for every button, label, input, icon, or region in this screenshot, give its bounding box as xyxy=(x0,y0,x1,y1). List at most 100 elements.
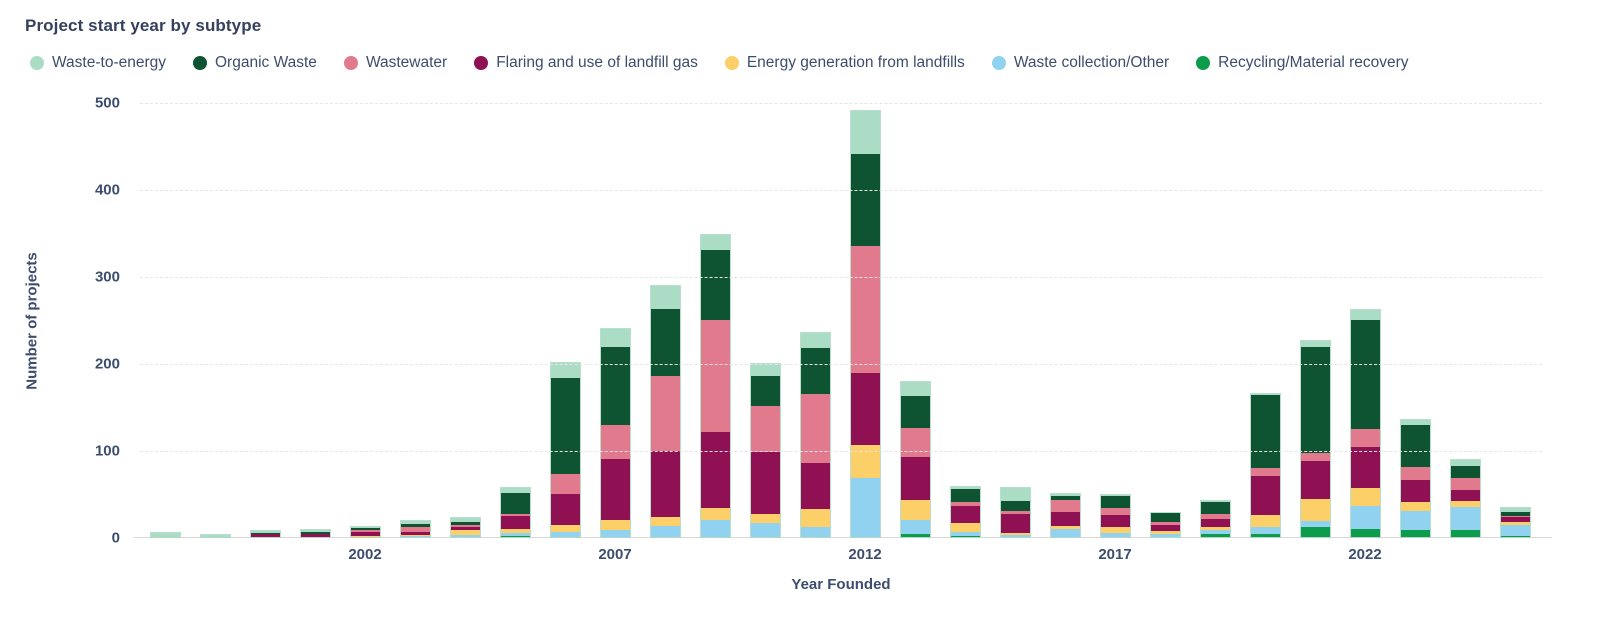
segment-2003-flaring-and-use-of-landfill-gas[interactable] xyxy=(400,531,430,536)
segment-2020-energy-generation-from-landfills[interactable] xyxy=(1250,515,1280,527)
segment-2009-organic-waste[interactable] xyxy=(700,249,730,320)
segment-2002-wastewater[interactable] xyxy=(350,530,380,532)
bar-2001[interactable] xyxy=(299,529,331,538)
segment-2009-waste-collection-other[interactable] xyxy=(700,520,730,537)
bar-2019[interactable] xyxy=(1199,499,1231,538)
segment-2006-organic-waste[interactable] xyxy=(550,377,580,475)
bar-2021[interactable] xyxy=(1299,340,1331,538)
segment-2013-waste-to-energy[interactable] xyxy=(900,382,930,397)
segment-2023-waste-to-energy[interactable] xyxy=(1400,419,1430,425)
segment-2013-energy-generation-from-landfills[interactable] xyxy=(900,500,930,520)
segment-2024-organic-waste[interactable] xyxy=(1450,465,1480,478)
segment-2006-flaring-and-use-of-landfill-gas[interactable] xyxy=(550,493,580,525)
segment-2008-flaring-and-use-of-landfill-gas[interactable] xyxy=(650,450,680,518)
bar-2006[interactable] xyxy=(549,362,581,538)
segment-2015-waste-to-energy[interactable] xyxy=(1000,488,1030,502)
segment-2012-waste-to-energy[interactable] xyxy=(850,110,880,155)
segment-2009-wastewater[interactable] xyxy=(700,319,730,432)
segment-2011-wastewater[interactable] xyxy=(800,394,830,464)
segment-2017-organic-waste[interactable] xyxy=(1100,496,1130,509)
segment-2013-recycling-material-recovery[interactable] xyxy=(900,534,930,537)
segment-2017-flaring-and-use-of-landfill-gas[interactable] xyxy=(1100,515,1130,528)
segment-2011-energy-generation-from-landfills[interactable] xyxy=(800,509,830,527)
segment-2021-organic-waste[interactable] xyxy=(1300,346,1330,453)
segment-2013-organic-waste[interactable] xyxy=(900,396,930,429)
segment-2015-waste-collection-other[interactable] xyxy=(1000,535,1030,537)
segment-2015-flaring-and-use-of-landfill-gas[interactable] xyxy=(1000,514,1030,533)
bar-1998[interactable] xyxy=(149,531,181,538)
segment-2005-waste-collection-other[interactable] xyxy=(500,532,530,537)
segment-2020-waste-to-energy[interactable] xyxy=(1250,393,1280,396)
segment-2019-organic-waste[interactable] xyxy=(1200,502,1230,514)
segment-2019-recycling-material-recovery[interactable] xyxy=(1200,534,1230,537)
bar-2004[interactable] xyxy=(449,516,481,538)
segment-2014-waste-collection-other[interactable] xyxy=(950,531,980,537)
segment-2013-wastewater[interactable] xyxy=(900,428,930,457)
segment-2006-waste-to-energy[interactable] xyxy=(550,363,580,378)
segment-2014-recycling-material-recovery[interactable] xyxy=(950,536,980,537)
segment-2001-waste-to-energy[interactable] xyxy=(300,530,330,532)
segment-2003-waste-collection-other[interactable] xyxy=(400,536,430,537)
segment-2012-waste-collection-other[interactable] xyxy=(850,477,880,537)
segment-2012-energy-generation-from-landfills[interactable] xyxy=(850,444,880,478)
segment-2017-waste-collection-other[interactable] xyxy=(1100,532,1130,537)
segment-2025-organic-waste[interactable] xyxy=(1500,511,1530,517)
segment-2024-wastewater[interactable] xyxy=(1450,477,1480,491)
segment-2007-organic-waste[interactable] xyxy=(600,346,630,425)
legend-item-recycling-material-recovery[interactable]: Recycling/Material recovery xyxy=(1196,54,1409,72)
segment-2018-organic-waste[interactable] xyxy=(1150,512,1180,523)
segment-2018-energy-generation-from-landfills[interactable] xyxy=(1150,530,1180,535)
segment-2020-flaring-and-use-of-landfill-gas[interactable] xyxy=(1250,476,1280,516)
segment-2025-energy-generation-from-landfills[interactable] xyxy=(1500,522,1530,525)
segment-2012-wastewater[interactable] xyxy=(850,246,880,373)
segment-2014-organic-waste[interactable] xyxy=(950,489,980,503)
segment-2016-waste-collection-other[interactable] xyxy=(1050,529,1080,537)
segment-2006-energy-generation-from-landfills[interactable] xyxy=(550,524,580,532)
legend-item-waste-to-energy[interactable]: Waste-to-energy xyxy=(30,54,166,72)
segment-2005-flaring-and-use-of-landfill-gas[interactable] xyxy=(500,516,530,530)
bar-2012[interactable] xyxy=(849,109,881,538)
segment-2021-recycling-material-recovery[interactable] xyxy=(1300,526,1330,537)
segment-2016-flaring-and-use-of-landfill-gas[interactable] xyxy=(1050,511,1080,526)
segment-2002-flaring-and-use-of-landfill-gas[interactable] xyxy=(350,531,380,537)
bar-2013[interactable] xyxy=(899,381,931,538)
segment-2014-wastewater[interactable] xyxy=(950,502,980,506)
legend-item-flaring-and-use-of-landfill-gas[interactable]: Flaring and use of landfill gas xyxy=(474,54,698,72)
segment-1999-waste-to-energy[interactable] xyxy=(200,535,230,537)
bar-1999[interactable] xyxy=(199,534,231,538)
segment-2006-wastewater[interactable] xyxy=(550,474,580,494)
segment-2019-wastewater[interactable] xyxy=(1200,513,1230,519)
segment-1998-waste-to-energy[interactable] xyxy=(150,532,180,537)
segment-2005-waste-to-energy[interactable] xyxy=(500,488,530,493)
segment-2014-flaring-and-use-of-landfill-gas[interactable] xyxy=(950,505,980,524)
bar-2016[interactable] xyxy=(1049,492,1081,538)
legend-item-organic-waste[interactable]: Organic Waste xyxy=(193,54,317,72)
segment-2004-energy-generation-from-landfills[interactable] xyxy=(450,530,480,536)
segment-2006-waste-collection-other[interactable] xyxy=(550,531,580,537)
bar-2025[interactable] xyxy=(1499,507,1531,538)
segment-2016-organic-waste[interactable] xyxy=(1050,496,1080,500)
bar-2014[interactable] xyxy=(949,485,981,538)
bar-2003[interactable] xyxy=(399,519,431,538)
segment-2010-flaring-and-use-of-landfill-gas[interactable] xyxy=(750,451,780,514)
segment-2025-flaring-and-use-of-landfill-gas[interactable] xyxy=(1500,517,1530,523)
bar-2008[interactable] xyxy=(649,284,681,538)
segment-2010-organic-waste[interactable] xyxy=(750,376,780,406)
segment-2013-waste-collection-other[interactable] xyxy=(900,519,930,535)
bar-2015[interactable] xyxy=(999,487,1031,538)
bar-2018[interactable] xyxy=(1149,511,1181,538)
segment-2008-organic-waste[interactable] xyxy=(650,309,680,377)
segment-2014-energy-generation-from-landfills[interactable] xyxy=(950,523,980,532)
segment-2022-waste-collection-other[interactable] xyxy=(1350,505,1380,530)
segment-2015-organic-waste[interactable] xyxy=(1000,501,1030,511)
segment-2023-waste-collection-other[interactable] xyxy=(1400,510,1430,531)
bar-2010[interactable] xyxy=(749,362,781,538)
legend-item-waste-collection-other[interactable]: Waste collection/Other xyxy=(991,54,1169,72)
segment-2005-organic-waste[interactable] xyxy=(500,492,530,515)
segment-2021-wastewater[interactable] xyxy=(1300,452,1330,462)
segment-2007-waste-collection-other[interactable] xyxy=(600,530,630,537)
segment-2022-recycling-material-recovery[interactable] xyxy=(1350,529,1380,537)
bar-2022[interactable] xyxy=(1349,308,1381,538)
segment-2019-waste-to-energy[interactable] xyxy=(1200,500,1230,503)
segment-2023-flaring-and-use-of-landfill-gas[interactable] xyxy=(1400,479,1430,503)
